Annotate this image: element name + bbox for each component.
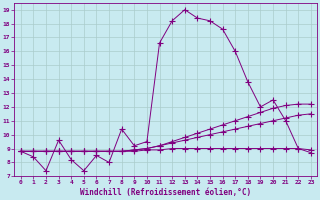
X-axis label: Windchill (Refroidissement éolien,°C): Windchill (Refroidissement éolien,°C) (80, 188, 252, 197)
